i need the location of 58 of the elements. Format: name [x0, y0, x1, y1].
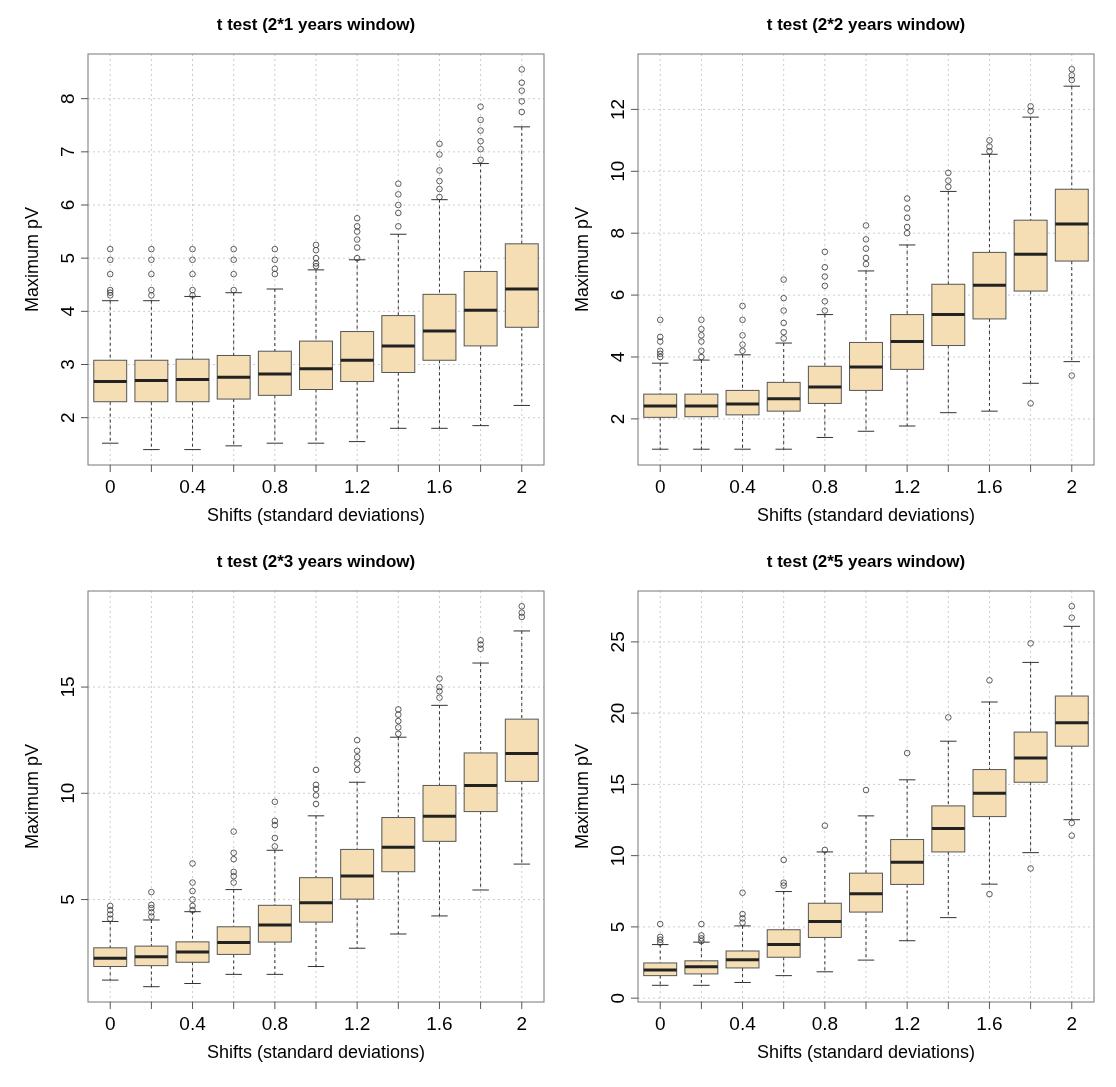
x-tick-label: 0 [654, 476, 666, 497]
y-tick-label: 7 [57, 146, 78, 158]
x-tick-label: 0.8 [261, 1013, 289, 1034]
y-tick-label: 10 [57, 782, 78, 804]
x-tick-label: 0.4 [729, 1013, 757, 1034]
y-tick-label: 5 [607, 921, 628, 933]
x-tick-label: 1.6 [426, 476, 453, 497]
x-axis-title: Shifts (standard deviations) [206, 505, 426, 525]
x-axis-title: Shifts (standard deviations) [756, 505, 976, 525]
x-axis-title: Shifts (standard deviations) [756, 1042, 976, 1062]
y-tick-label: 5 [57, 894, 78, 905]
x-tick-label: 1.6 [976, 476, 1003, 497]
x-tick-label: 2 [516, 1013, 528, 1034]
y-tick-label: 0 [607, 992, 628, 1004]
y-tick-label: 10 [607, 160, 628, 182]
x-tick-label: 1.2 [893, 1013, 921, 1034]
x-tick-label: 0 [654, 1013, 666, 1034]
x-tick-label: 2 [1066, 476, 1078, 497]
y-axis-title: Maximum pV [572, 743, 592, 850]
y-tick-label: 12 [607, 98, 628, 120]
x-tick-label: 1.2 [893, 476, 921, 497]
x-tick-label: 0.4 [179, 1013, 207, 1034]
y-tick-label: 15 [607, 773, 628, 795]
y-tick-label: 2 [57, 412, 78, 423]
x-tick-label: 0.8 [811, 1013, 839, 1034]
y-tick-label: 4 [607, 351, 628, 363]
y-axis-title: Maximum pV [22, 206, 42, 313]
x-axis-title: Shifts (standard deviations) [206, 1042, 426, 1062]
y-tick-label: 8 [57, 93, 78, 104]
y-tick-label: 4 [57, 305, 78, 317]
x-tick-label: 1.6 [976, 1013, 1003, 1034]
y-tick-label: 2 [607, 413, 628, 425]
x-tick-label: 1.6 [426, 1013, 453, 1034]
y-tick-label: 25 [607, 631, 628, 653]
y-tick-label: 3 [57, 359, 78, 370]
x-tick-label: 0 [104, 476, 116, 497]
y-tick-label: 6 [607, 289, 628, 301]
y-tick-label: 20 [607, 702, 628, 724]
x-tick-label: 2 [1066, 1013, 1078, 1034]
chart-title: t test (2*3 years window) [216, 552, 416, 571]
x-tick-label: 1.2 [343, 1013, 371, 1034]
y-tick-label: 10 [607, 845, 628, 867]
y-tick-label: 8 [607, 227, 628, 239]
y-axis-title: Maximum pV [572, 206, 592, 313]
x-tick-label: 0.8 [811, 476, 839, 497]
chart-title: t test (2*1 years window) [216, 15, 416, 34]
x-tick-label: 1.2 [343, 476, 371, 497]
x-tick-label: 0 [104, 1013, 116, 1034]
y-tick-label: 5 [57, 252, 78, 264]
y-axis-title: Maximum pV [22, 743, 42, 850]
chart-title: t test (2*5 years window) [766, 552, 966, 571]
x-tick-label: 0.4 [729, 476, 757, 497]
chart-title: t test (2*2 years window) [766, 15, 966, 34]
y-tick-label: 6 [57, 199, 78, 211]
x-tick-label: 2 [516, 476, 528, 497]
x-tick-label: 0.4 [179, 476, 207, 497]
x-tick-label: 0.8 [261, 476, 289, 497]
y-tick-label: 15 [57, 676, 78, 698]
